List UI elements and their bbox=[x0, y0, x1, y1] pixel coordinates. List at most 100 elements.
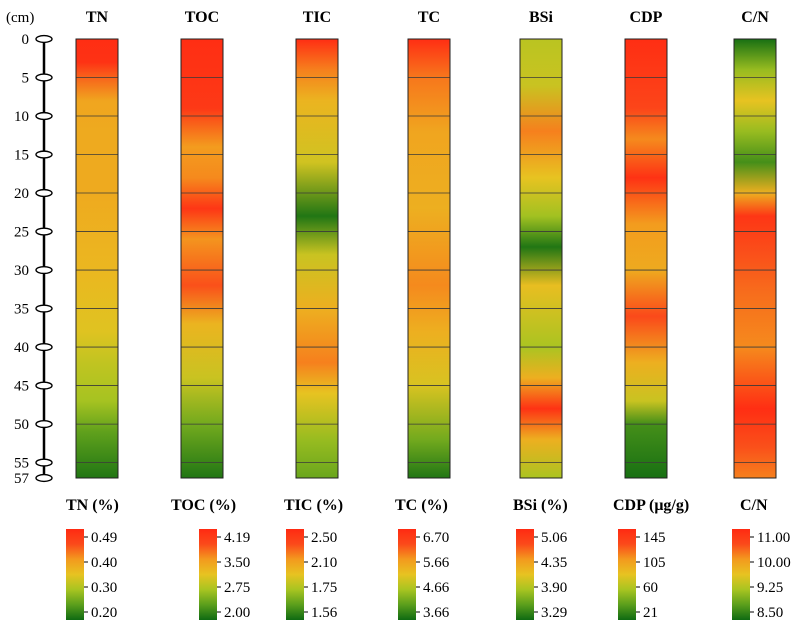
heatmap-column: TOC bbox=[180, 9, 224, 479]
legend-color-bar bbox=[516, 529, 534, 620]
depth-tick-mark bbox=[35, 381, 53, 390]
strip-border bbox=[519, 38, 563, 479]
depth-tick-label: 30 bbox=[14, 263, 29, 279]
legend-tick-label: 0.20 bbox=[91, 605, 117, 621]
heatmap-core-strip bbox=[520, 39, 562, 478]
heatmap-core-strip bbox=[408, 39, 450, 478]
column-header: TN bbox=[86, 9, 109, 26]
depth-tick-mark bbox=[35, 458, 53, 467]
depth-tick-mark bbox=[35, 73, 53, 82]
legend-color-bar bbox=[286, 529, 304, 620]
strip-border bbox=[295, 38, 339, 479]
column-header: TOC bbox=[185, 9, 219, 26]
legend-tick-label: 4.66 bbox=[423, 580, 450, 596]
legend-title: TIC (%) bbox=[284, 497, 343, 514]
strip-border bbox=[733, 38, 777, 479]
color-legend: TIC (%) 2.50 2.10 1.75 1.56 bbox=[284, 497, 343, 621]
legend-title: TC (%) bbox=[395, 497, 448, 514]
depth-tick-label: 40 bbox=[14, 340, 29, 356]
legend-color-bar bbox=[732, 529, 750, 620]
heatmap-core-strip bbox=[734, 39, 776, 478]
heatmap-column: CDP bbox=[624, 9, 668, 479]
legend-tick-label: 105 bbox=[643, 555, 666, 571]
depth-tick-mark bbox=[35, 304, 53, 313]
legend-tick-label: 6.70 bbox=[423, 530, 449, 546]
legend-tick-label: 5.06 bbox=[541, 530, 568, 546]
legend-tick-label: 0.40 bbox=[91, 555, 117, 571]
depth-tick-label: 15 bbox=[14, 148, 29, 164]
heatmap-column: TIC bbox=[295, 9, 339, 479]
depth-tick-label: 0 bbox=[22, 32, 30, 48]
color-legend: TOC (%) 4.19 3.50 2.75 2.00 bbox=[171, 497, 250, 621]
legend-title: C/N bbox=[740, 497, 768, 514]
legend-tick-label: 2.00 bbox=[224, 605, 250, 621]
depth-tick-label: 55 bbox=[14, 456, 29, 472]
depth-tick-mark bbox=[35, 473, 53, 483]
color-legend: BSi (%) 5.06 4.35 3.90 3.29 bbox=[513, 497, 568, 621]
depth-tick-mark bbox=[35, 150, 53, 159]
color-legend: CDP (μg/g) 145 105 60 21 bbox=[613, 497, 689, 621]
depth-tick-mark bbox=[35, 342, 53, 352]
column-header: CDP bbox=[630, 9, 663, 26]
heatmap-column: BSi bbox=[519, 9, 563, 479]
strip-border bbox=[407, 38, 451, 479]
legend-title: TOC (%) bbox=[171, 497, 236, 514]
color-legend: C/N 11.00 10.00 9.25 8.50 bbox=[732, 497, 791, 621]
depth-tick-label: 5 bbox=[22, 71, 30, 87]
depth-tick-label: 45 bbox=[14, 379, 29, 395]
depth-tick-mark bbox=[35, 265, 53, 275]
heatmap-core-strip bbox=[76, 39, 118, 478]
depth-tick-label: 35 bbox=[14, 302, 29, 318]
depth-tick-label: 10 bbox=[14, 109, 29, 125]
legend-tick-label: 0.49 bbox=[91, 530, 117, 546]
column-header: TIC bbox=[303, 9, 331, 26]
legend-tick-label: 4.35 bbox=[541, 555, 567, 571]
heatmap-core-strip bbox=[181, 39, 223, 478]
column-header: TC bbox=[418, 9, 440, 26]
depth-tick-mark bbox=[35, 111, 53, 121]
depth-tick-label: 25 bbox=[14, 225, 29, 241]
legend-tick-label: 5.66 bbox=[423, 555, 450, 571]
legend-tick-label: 3.29 bbox=[541, 605, 567, 621]
legend-color-bar bbox=[199, 529, 217, 620]
depth-tick-mark bbox=[35, 227, 53, 236]
legend-title: BSi (%) bbox=[513, 497, 568, 514]
heatmap-columns: TN TOC TIC TC BSi CDP C/N bbox=[75, 9, 777, 479]
legend-tick-label: 3.90 bbox=[541, 580, 567, 596]
heatmap-column: C/N bbox=[733, 9, 777, 479]
heatmap-column: TN bbox=[75, 9, 119, 479]
depth-unit-label: (cm) bbox=[6, 10, 34, 26]
legend-tick-label: 10.00 bbox=[757, 555, 791, 571]
color-legends: TN (%) 0.49 0.40 0.30 0.20 TOC (%) 4.19 3.50 2.7… bbox=[66, 497, 791, 621]
legend-color-bar bbox=[66, 529, 84, 620]
heatmap-core-strip bbox=[625, 39, 667, 478]
legend-tick-label: 0.30 bbox=[91, 580, 117, 596]
legend-tick-label: 1.75 bbox=[311, 580, 337, 596]
legend-color-bar bbox=[398, 529, 416, 620]
legend-tick-label: 9.25 bbox=[757, 580, 783, 596]
legend-tick-label: 4.19 bbox=[224, 530, 250, 546]
legend-tick-label: 2.75 bbox=[224, 580, 250, 596]
legend-tick-label: 21 bbox=[643, 605, 658, 621]
depth-tick-label: 20 bbox=[14, 186, 29, 202]
legend-tick-label: 3.50 bbox=[224, 555, 250, 571]
depth-tick-mark bbox=[35, 419, 53, 429]
heatmap-core-strip bbox=[296, 39, 338, 478]
column-header: C/N bbox=[741, 9, 769, 26]
strip-border bbox=[75, 38, 119, 479]
color-legend: TC (%) 6.70 5.66 4.66 3.66 bbox=[395, 497, 450, 621]
legend-tick-label: 60 bbox=[643, 580, 658, 596]
legend-tick-label: 3.66 bbox=[423, 605, 450, 621]
heatmap-column: TC bbox=[407, 9, 451, 479]
legend-color-bar bbox=[618, 529, 636, 620]
legend-title: TN (%) bbox=[66, 497, 119, 514]
depth-tick-label: 57 bbox=[14, 471, 30, 487]
legend-title: CDP (μg/g) bbox=[613, 497, 689, 514]
legend-tick-label: 8.50 bbox=[757, 605, 783, 621]
column-header: BSi bbox=[529, 9, 554, 26]
legend-tick-label: 2.10 bbox=[311, 555, 337, 571]
strip-border bbox=[624, 38, 668, 479]
depth-tick-mark bbox=[35, 34, 53, 44]
